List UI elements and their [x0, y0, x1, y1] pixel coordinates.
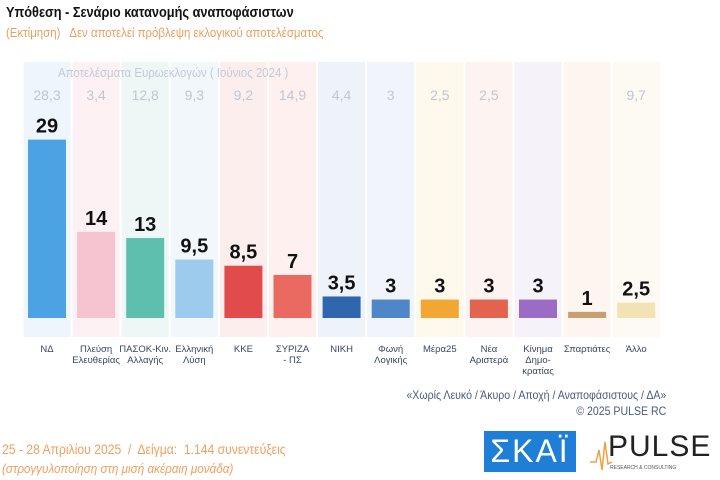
- category-label: Πλεύση: [80, 344, 112, 355]
- bar: [371, 299, 410, 318]
- value-label: 3: [385, 276, 396, 298]
- value-label: 1: [582, 288, 593, 310]
- fieldwork-info: 25 - 28 Απριλίου 2025 / Δείγμα: 1.144 συ…: [2, 442, 286, 457]
- pulse-tagline: RESEARCH & CONSULTING: [610, 465, 677, 471]
- bar: [469, 299, 508, 318]
- category-label: Νέα: [481, 344, 498, 355]
- category-label: Ελευθερίας: [72, 355, 120, 366]
- value-label: 29: [36, 116, 58, 138]
- bar: [126, 238, 165, 318]
- bar: [617, 302, 656, 318]
- value-label: 8,5: [229, 242, 257, 264]
- column-background: [563, 62, 611, 337]
- reference-value: 9,7: [626, 87, 646, 103]
- bar-chart: Αποτελέσματα Ευρωεκλογών ( Ιούνιος 2024 …: [23, 62, 660, 377]
- exclusion-note: «Χωρίς Λευκό / Άκυρο / Αποχή / Αναποφάσι…: [406, 388, 666, 402]
- column-background: [318, 62, 366, 337]
- column-background: [416, 62, 464, 337]
- category-label: ΣΥΡΙΖΑ: [276, 344, 310, 355]
- category-label: Φωνή: [378, 344, 403, 355]
- value-label: 3: [483, 276, 494, 298]
- reference-value: 28,3: [33, 87, 60, 103]
- bar: [420, 299, 459, 318]
- category-label: Σπαρτιάτες: [564, 344, 611, 355]
- category-label: Αλλαγής: [127, 355, 163, 366]
- reference-value: 2,5: [430, 87, 450, 103]
- value-label: 2,5: [622, 279, 650, 301]
- category-label: ΠΑΣΟΚ-Κιν.: [119, 344, 171, 355]
- reference-value: 12,8: [132, 87, 159, 103]
- value-label: 3: [532, 276, 543, 298]
- category-label: Λογικής: [374, 355, 408, 366]
- bar: [273, 274, 312, 318]
- bar: [568, 311, 607, 318]
- value-label: 14: [85, 208, 108, 230]
- reference-value: 4,4: [332, 87, 352, 103]
- bar: [322, 296, 361, 318]
- reference-value: 3: [387, 87, 395, 103]
- reference-value: 14,9: [279, 87, 306, 103]
- category-label: Κίνημα: [523, 344, 553, 355]
- column-background: [367, 62, 415, 337]
- column-background: [514, 62, 562, 337]
- pulse-logo: PULSE RESEARCH & CONSULTING: [590, 430, 710, 474]
- reference-value: 3,4: [86, 87, 106, 103]
- reference-value: 2,5: [479, 87, 499, 103]
- value-label: 7: [287, 251, 298, 273]
- bar: [224, 265, 263, 318]
- reference-label: Αποτελέσματα Ευρωεκλογών ( Ιούνιος 2024 …: [58, 65, 288, 80]
- category-label: ΝΔ: [40, 344, 54, 355]
- pulse-wordmark: PULSE: [608, 430, 712, 463]
- category-label: Αριστερά: [470, 355, 509, 366]
- category-label: - ΠΣ: [283, 355, 302, 366]
- chart-title: Υπόθεση - Σενάριο κατανομής αναποφάσιστω…: [6, 4, 294, 21]
- value-label: 13: [134, 214, 156, 236]
- chart-subtitle: (Εκτίμηση) Δεν αποτελεί πρόβλεψη εκλογικ…: [6, 25, 324, 40]
- column-background: [465, 62, 513, 337]
- value-label: 3,5: [328, 272, 356, 294]
- category-label: Ελληνική: [175, 344, 213, 355]
- bar: [519, 299, 557, 318]
- category-label: Λύση: [183, 355, 206, 366]
- copyright: © 2025 PULSE RC: [576, 404, 666, 418]
- category-label: κρατίας: [522, 366, 554, 377]
- category-label: Μέρα25: [423, 344, 457, 355]
- skai-logo: ΣΚΑΪ: [484, 431, 576, 472]
- category-label: Άλλο: [626, 344, 647, 355]
- value-label: 9,5: [180, 236, 208, 258]
- category-label: ΚΚΕ: [234, 344, 253, 355]
- bar: [77, 231, 116, 318]
- column-background: [612, 62, 660, 337]
- category-label: ΝΙΚΗ: [330, 344, 353, 355]
- reference-value: 9,2: [234, 87, 254, 103]
- bar: [175, 259, 214, 318]
- category-label: Δημο-: [525, 355, 551, 366]
- rounding-note: (στρογγυλοποίηση στη μισή ακέραιη μονάδα…: [2, 461, 234, 476]
- reference-value: 9,3: [185, 87, 205, 103]
- value-label: 3: [434, 276, 445, 298]
- bar: [28, 139, 66, 318]
